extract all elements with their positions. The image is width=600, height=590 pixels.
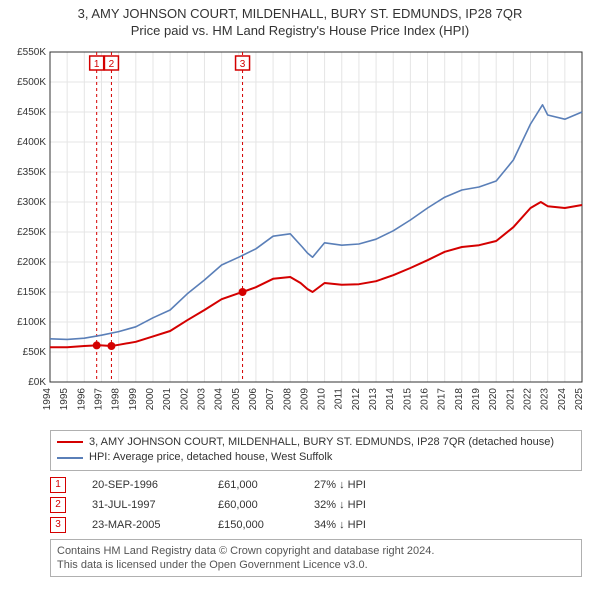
svg-text:£350K: £350K <box>17 167 46 178</box>
svg-text:2017: 2017 <box>437 387 448 410</box>
price-marker <box>239 288 247 296</box>
marker-date: 20-SEP-1996 <box>92 479 192 491</box>
svg-text:3: 3 <box>240 59 246 70</box>
line-chart-svg: £0K £50K £100K £150K £200K £250K £300K £350K £40… <box>8 44 590 424</box>
svg-text:1997: 1997 <box>93 387 104 410</box>
marker-date: 31-JUL-1997 <box>92 499 192 511</box>
svg-text:2016: 2016 <box>420 387 431 410</box>
svg-text:2006: 2006 <box>248 387 259 410</box>
svg-text:£500K: £500K <box>17 77 46 88</box>
legend-label: 3, AMY JOHNSON COURT, MILDENHALL, BURY S… <box>89 435 554 450</box>
chart-title-2: Price paid vs. HM Land Registry's House … <box>8 23 592 40</box>
marker-price: £60,000 <box>218 499 288 511</box>
svg-text:1999: 1999 <box>128 387 139 410</box>
marker-row: 1 20-SEP-1996 £61,000 27% ↓ HPI <box>50 475 590 495</box>
svg-text:£400K: £400K <box>17 137 46 148</box>
attribution-line-2: This data is licensed under the Open Gov… <box>57 558 575 572</box>
marker-row: 2 31-JUL-1997 £60,000 32% ↓ HPI <box>50 495 590 515</box>
svg-text:1996: 1996 <box>76 387 87 410</box>
svg-text:£250K: £250K <box>17 227 46 238</box>
svg-text:2: 2 <box>109 59 115 70</box>
svg-text:2008: 2008 <box>282 387 293 410</box>
legend-swatch <box>57 441 83 443</box>
svg-text:£0K: £0K <box>28 377 46 388</box>
price-marker <box>107 342 115 350</box>
marker-price: £61,000 <box>218 479 288 491</box>
series-hpi <box>50 105 582 340</box>
marker-badge: 3 <box>50 517 66 533</box>
svg-text:2010: 2010 <box>317 387 328 410</box>
legend-row: HPI: Average price, detached house, West… <box>57 450 575 465</box>
svg-text:2002: 2002 <box>179 387 190 410</box>
svg-text:£200K: £200K <box>17 257 46 268</box>
svg-text:2018: 2018 <box>454 387 465 410</box>
svg-text:2025: 2025 <box>574 387 585 410</box>
svg-text:2013: 2013 <box>368 387 379 410</box>
markers-table: 1 20-SEP-1996 £61,000 27% ↓ HPI 2 31-JUL-1997… <box>50 475 590 535</box>
attribution-box: Contains HM Land Registry data © Crown c… <box>50 539 582 578</box>
marker-delta: 34% ↓ HPI <box>314 519 404 531</box>
marker-price: £150,000 <box>218 519 288 531</box>
series-property <box>50 202 582 347</box>
svg-text:2012: 2012 <box>351 387 362 410</box>
svg-text:2011: 2011 <box>334 387 345 409</box>
marker-badge: 2 <box>50 497 66 513</box>
legend-row: 3, AMY JOHNSON COURT, MILDENHALL, BURY S… <box>57 435 575 450</box>
svg-text:1994: 1994 <box>42 387 53 410</box>
svg-text:2015: 2015 <box>402 387 413 410</box>
legend-box: 3, AMY JOHNSON COURT, MILDENHALL, BURY S… <box>50 430 582 471</box>
svg-text:2022: 2022 <box>523 387 534 410</box>
svg-text:2019: 2019 <box>471 387 482 410</box>
marker-row: 3 23-MAR-2005 £150,000 34% ↓ HPI <box>50 515 590 535</box>
attribution-line-1: Contains HM Land Registry data © Crown c… <box>57 544 575 558</box>
svg-text:£450K: £450K <box>17 107 46 118</box>
svg-text:2007: 2007 <box>265 387 276 410</box>
svg-text:1995: 1995 <box>59 387 70 410</box>
svg-text:2000: 2000 <box>145 387 156 410</box>
svg-text:£550K: £550K <box>17 47 46 58</box>
legend-swatch <box>57 457 83 459</box>
svg-text:2014: 2014 <box>385 387 396 410</box>
svg-text:2003: 2003 <box>196 387 207 410</box>
svg-text:2020: 2020 <box>488 387 499 410</box>
chart-area: £0K £50K £100K £150K £200K £250K £300K £350K £40… <box>8 44 590 424</box>
marker-delta: 27% ↓ HPI <box>314 479 404 491</box>
marker-badge: 1 <box>50 477 66 493</box>
svg-text:2024: 2024 <box>557 387 568 410</box>
legend-label: HPI: Average price, detached house, West… <box>89 450 332 465</box>
svg-text:1998: 1998 <box>111 387 122 410</box>
svg-text:2001: 2001 <box>162 387 173 410</box>
svg-text:£50K: £50K <box>23 347 47 358</box>
marker-date: 23-MAR-2005 <box>92 519 192 531</box>
svg-text:£150K: £150K <box>17 287 46 298</box>
svg-text:£300K: £300K <box>17 197 46 208</box>
svg-text:2021: 2021 <box>505 387 516 410</box>
svg-text:2005: 2005 <box>231 387 242 410</box>
price-marker <box>93 341 101 349</box>
svg-text:1: 1 <box>94 59 100 70</box>
marker-delta: 32% ↓ HPI <box>314 499 404 511</box>
svg-text:£100K: £100K <box>17 317 46 328</box>
svg-text:2023: 2023 <box>540 387 551 410</box>
svg-text:2004: 2004 <box>214 387 225 410</box>
chart-title-1: 3, AMY JOHNSON COURT, MILDENHALL, BURY S… <box>8 6 592 23</box>
svg-text:2009: 2009 <box>299 387 310 410</box>
